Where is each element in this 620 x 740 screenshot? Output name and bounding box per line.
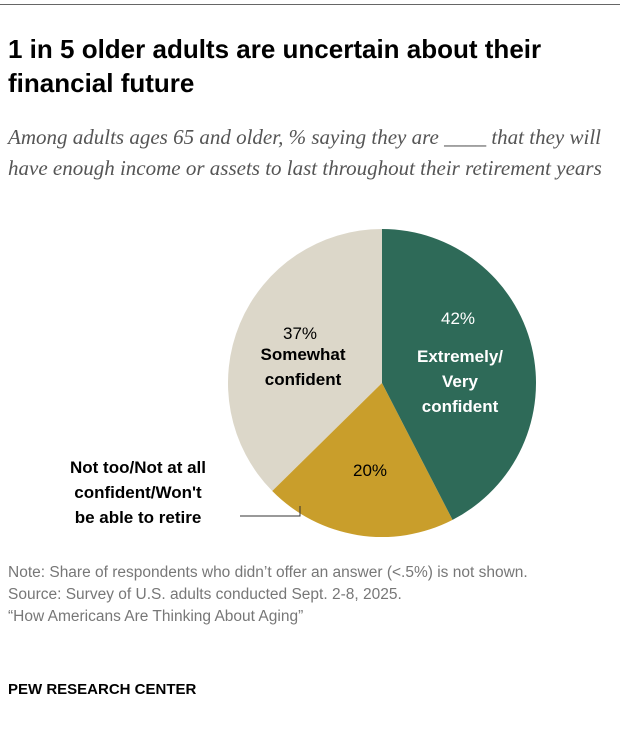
chart-subtitle: Among adults ages 65 and older, % saying… [8, 125, 602, 180]
slice-label: Somewhat confident [260, 345, 346, 389]
slice-label: Extremely/ Very confident [417, 347, 503, 416]
note: Note: Share of respondents who didn’t of… [8, 564, 528, 581]
source: PEW RESEARCH CENTER [8, 681, 197, 698]
value-label: 37% [282, 324, 318, 343]
pie-slice [228, 229, 382, 492]
top-rule [0, 4, 620, 5]
note: “How Americans Are Thinking About Aging” [8, 608, 304, 625]
leader-line [240, 506, 301, 517]
note: Source: Survey of U.S. adults conducted … [8, 586, 402, 603]
slice-label: Not too/Not at all confident/Won't be ab… [70, 458, 206, 527]
chart-title: 1 in 5 older adults are uncertain about … [8, 34, 542, 98]
notes: Note: Share of respondents who didn’t of… [8, 562, 608, 628]
chart [228, 229, 536, 537]
value-label: 20% [352, 461, 388, 480]
pie-slice [382, 229, 536, 520]
pie-slice [272, 383, 453, 537]
value-label: 42% [440, 309, 476, 328]
